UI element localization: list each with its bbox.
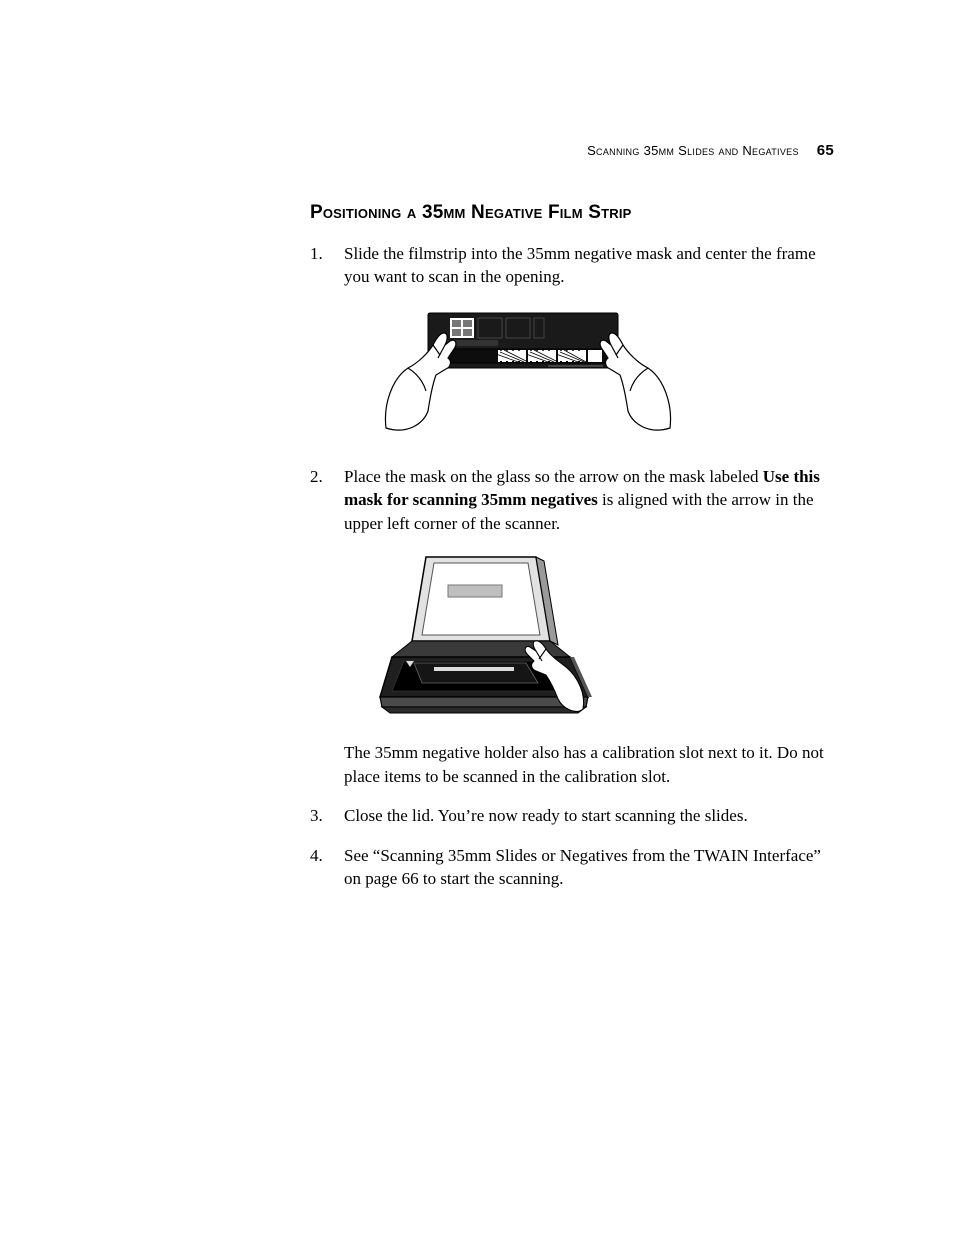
- running-header: Scanning 35mm Slides and Negatives 65: [587, 142, 834, 159]
- figure-2: [378, 549, 834, 719]
- scanner-lid-icon: [412, 557, 558, 645]
- step-4: See “Scanning 35mm Slides or Negatives f…: [310, 844, 834, 891]
- calibration-note: The 35mm negative holder also has a cali…: [344, 741, 834, 788]
- steps-list: Slide the filmstrip into the 35mm negati…: [310, 242, 834, 891]
- section-title: Positioning a 35mm Negative Film Strip: [310, 202, 834, 224]
- scanner-placement-illustration: [378, 549, 598, 719]
- page-number: 65: [817, 142, 834, 159]
- step-3-text: Close the lid. You’re now ready to start…: [344, 806, 748, 825]
- filmstrip-mask-illustration: [378, 303, 678, 443]
- step-1: Slide the filmstrip into the 35mm negati…: [310, 242, 834, 443]
- figure-1: [378, 303, 834, 443]
- step-2: Place the mask on the glass so the arrow…: [310, 465, 834, 788]
- left-hand-icon: [385, 333, 455, 430]
- step-3: Close the lid. You’re now ready to start…: [310, 804, 834, 827]
- step-1-text: Slide the filmstrip into the 35mm negati…: [344, 244, 816, 286]
- right-hand-icon: [600, 333, 670, 430]
- running-header-text: Scanning 35mm Slides and Negatives: [587, 143, 799, 158]
- step-2-text-a: Place the mask on the glass so the arrow…: [344, 467, 763, 486]
- step-4-text: See “Scanning 35mm Slides or Negatives f…: [344, 846, 821, 888]
